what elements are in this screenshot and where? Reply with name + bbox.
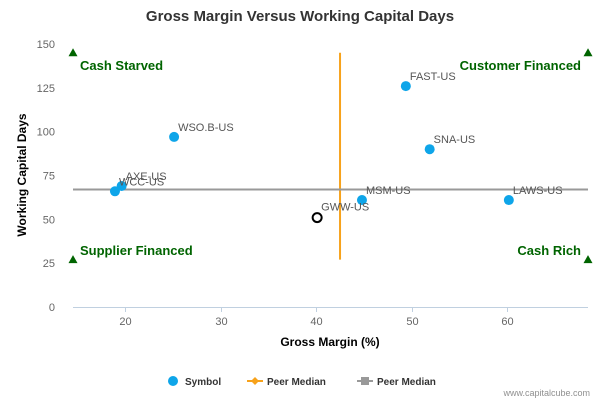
highlight-point [311,212,323,224]
y-tick-label: 75 [43,171,55,183]
point-label: AXE-US [126,171,167,183]
legend: Symbol Peer Median Peer Median [168,376,436,388]
point-label: WCC-US [119,176,164,188]
quadrant-marker [583,48,593,57]
legend-marker-square [361,377,369,385]
x-tick-label: 20 [119,316,131,328]
quadrant-label: Cash Starved [80,58,163,73]
point-label: SNA-US [434,134,476,146]
quadrant-label: Cash Rich [517,243,581,258]
data-point [169,131,180,142]
data-point [116,181,127,192]
x-axis-title: Gross Margin (%) [280,335,379,349]
y-tick-label: 150 [37,39,55,51]
quadrant-marker [68,255,78,264]
point-label: MSM-US [366,185,411,197]
y-tick-label: 0 [49,302,55,314]
point-label: WSO.B-US [178,122,234,134]
chart-title: Gross Margin Versus Working Capital Days [146,8,454,25]
quadrant-marker [583,255,593,264]
y-tick-label: 50 [43,214,55,226]
data-point [503,195,514,206]
legend-marker-diamond [251,377,259,385]
y-tick-label: 125 [37,83,55,95]
plot-area: 20 30 40 50 60 0 25 50 75 100 125 150 Cash Starved Cu… [37,39,593,328]
x-tick-label: 30 [215,316,227,328]
y-tick-label: 25 [43,258,55,270]
point-label: LAWS-US [513,185,563,197]
legend-label: Symbol [185,377,221,388]
data-point [400,81,411,92]
credit-text: www.capitalcube.com [502,388,590,398]
y-axis-title: Working Capital Days [15,113,29,236]
data-point [109,186,120,197]
x-tick-label: 40 [310,316,322,328]
data-point [424,144,435,155]
legend-label: Peer Median [377,377,436,388]
highlight-label: GWW-US [321,202,369,214]
x-tick-label: 60 [501,316,513,328]
x-tick-label: 50 [406,316,418,328]
y-tick-label: 100 [37,127,55,139]
point-label: FAST-US [410,71,456,83]
legend-marker-circle [168,376,178,386]
quadrant-label: Supplier Financed [80,243,193,258]
data-point [356,195,367,206]
legend-label: Peer Median [267,377,326,388]
quadrant-label: Customer Financed [460,58,581,73]
quadrant-marker [68,48,78,57]
